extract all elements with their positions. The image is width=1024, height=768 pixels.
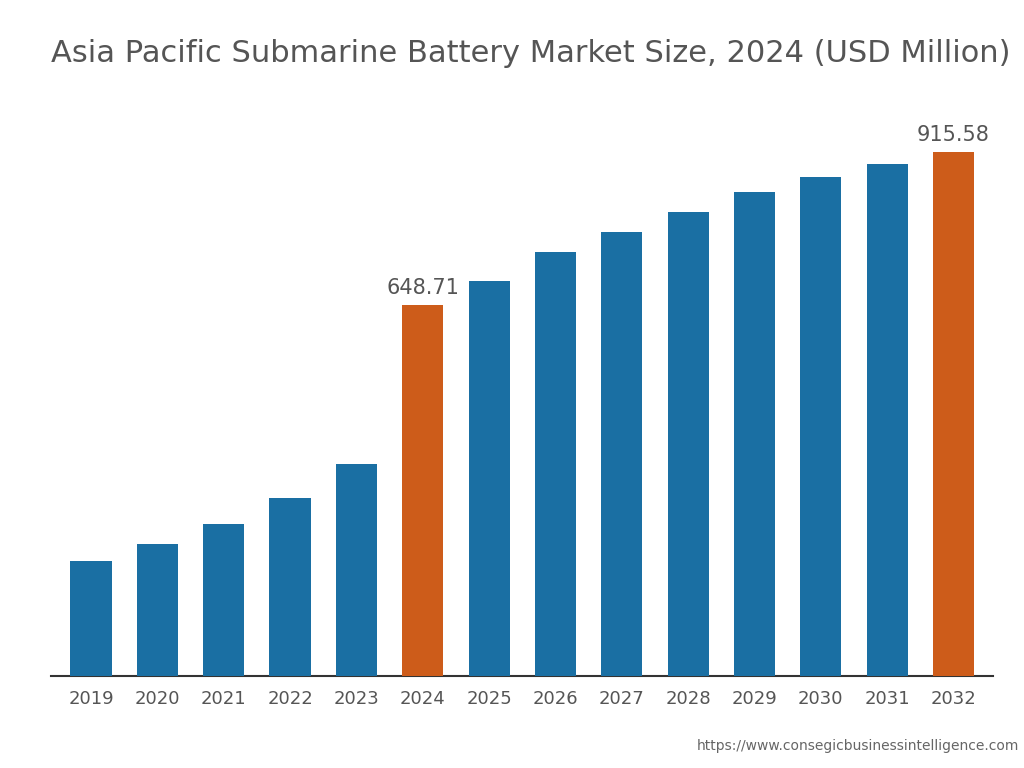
Text: 915.58: 915.58 <box>918 125 990 145</box>
Bar <box>402 305 443 676</box>
Bar <box>866 164 907 676</box>
Bar <box>269 498 310 676</box>
Bar <box>668 212 709 676</box>
Bar <box>469 281 510 676</box>
Bar <box>137 545 178 676</box>
Bar <box>933 152 974 676</box>
Text: https://www.consegicbusinessintelligence.com: https://www.consegicbusinessintelligence… <box>696 739 1019 753</box>
Bar <box>336 464 377 676</box>
Text: Asia Pacific Submarine Battery Market Size, 2024 (USD Million): Asia Pacific Submarine Battery Market Si… <box>51 38 1011 68</box>
Bar <box>734 192 775 676</box>
Bar <box>71 561 112 676</box>
Bar <box>203 525 245 676</box>
Bar <box>535 253 575 676</box>
Bar <box>800 177 842 676</box>
Bar <box>601 233 642 676</box>
Text: 648.71: 648.71 <box>386 278 459 298</box>
